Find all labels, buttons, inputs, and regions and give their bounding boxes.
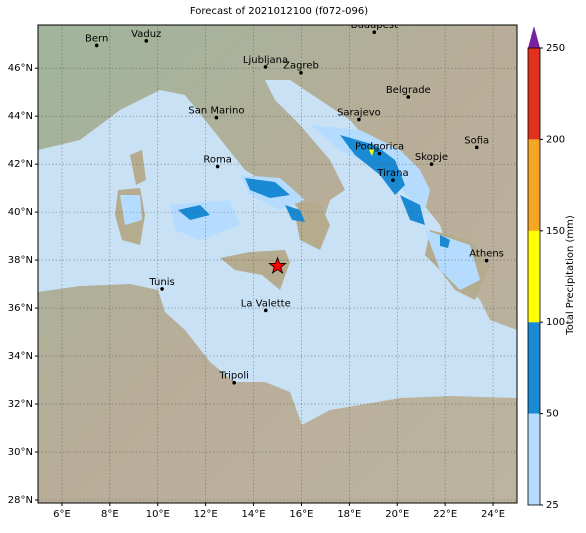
colorbar-tick-label: 100 [546, 317, 565, 328]
city-label: Sofia [464, 135, 489, 146]
city-dot [215, 164, 220, 169]
colorbar-tick-label: 150 [546, 226, 565, 237]
y-tick-label: 34°N [8, 351, 33, 362]
colorbar-tick-label: 250 [546, 43, 565, 54]
colorbar-label: Total Precipitation (mm) [565, 215, 576, 336]
colorbar-tick-label: 50 [546, 409, 559, 420]
y-tick-label: 38°N [8, 255, 33, 266]
city-dot [391, 178, 395, 183]
city-dot [94, 43, 99, 48]
city-label: Bern [85, 33, 108, 44]
city-dot [214, 115, 219, 120]
city-label: Ljubljana [243, 55, 288, 66]
colorbar-extend [528, 26, 540, 48]
city-label: Skopje [415, 152, 448, 163]
y-tick-label: 30°N [8, 447, 33, 458]
x-tick-label: 14°E [242, 509, 266, 520]
land-italy-south [295, 200, 330, 250]
city-label: Belgrade [386, 85, 431, 96]
colorbar-tick-label: 25 [546, 500, 559, 511]
city-dot [357, 117, 361, 122]
city-dot [377, 151, 382, 156]
x-tick-label: 18°E [337, 509, 361, 520]
city-dot [429, 162, 434, 166]
y-tick-label: 44°N [8, 111, 33, 122]
city-label: Tunis [148, 277, 174, 288]
city-label: San Marino [188, 106, 244, 117]
city-label: La Valette [241, 298, 291, 309]
y-tick-label: 36°N [8, 303, 33, 314]
x-tick-label: 16°E [289, 509, 313, 520]
y-tick-label: 28°N [8, 495, 33, 506]
city-dot [406, 95, 411, 99]
map-frame [37, 24, 518, 504]
x-tick-label: 20°E [385, 509, 409, 520]
city-dot [372, 30, 377, 34]
event-star [268, 256, 287, 274]
y-tick-label: 40°N [8, 207, 33, 218]
city-dot [160, 287, 164, 291]
colorbar-segment [528, 139, 540, 231]
colorbar-frame [527, 47, 541, 506]
city-label: Roma [203, 155, 232, 166]
x-tick-label: 22°E [433, 509, 457, 520]
city-label: Budapest [351, 20, 398, 31]
y-tick-label: 46°N [8, 63, 33, 74]
precipitation [120, 125, 480, 290]
colorbar-segment [528, 230, 540, 323]
city-dot [263, 65, 268, 69]
city-dot [474, 145, 479, 150]
colorbar-segment [528, 322, 540, 414]
land-corsica [130, 150, 146, 185]
city-label: Tripoli [218, 371, 249, 382]
city-label: Vaduz [131, 29, 161, 40]
colorbar-segment [528, 48, 540, 140]
city-dot [263, 308, 268, 313]
x-tick-label: 10°E [146, 509, 170, 520]
x-tick-label: 8°E [101, 509, 119, 520]
city-dot [484, 258, 489, 263]
colorbar-tick-label: 200 [546, 134, 565, 145]
map-title: Forecast of 2021012100 (f072-096) [190, 6, 368, 17]
y-tick-label: 42°N [8, 159, 33, 170]
x-tick-label: 12°E [194, 509, 218, 520]
x-tick-label: 24°E [481, 509, 505, 520]
city-label: Tirana [376, 168, 408, 179]
city-dot [299, 70, 303, 75]
city-label: Sarajevo [337, 108, 381, 119]
city-dot [144, 39, 149, 43]
y-tick-label: 32°N [8, 399, 33, 410]
city-label: Podgorica [355, 142, 404, 153]
colorbar-segment [528, 413, 540, 505]
x-tick-label: 6°E [53, 509, 71, 520]
city-label: Athens [469, 249, 504, 260]
city-dot [232, 380, 236, 385]
city-label: Zagreb [283, 61, 319, 72]
